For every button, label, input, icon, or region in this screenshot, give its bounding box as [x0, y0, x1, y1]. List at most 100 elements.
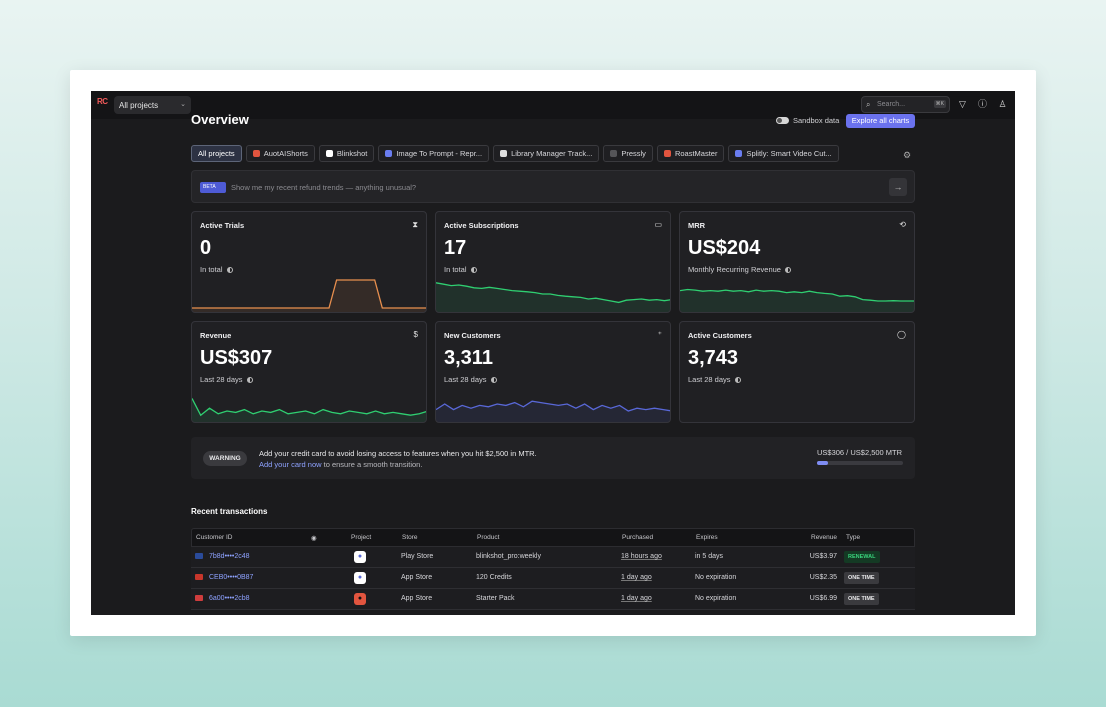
metric-subtitle: Last 28 days: [200, 375, 253, 384]
calendar-icon: ▭: [654, 220, 662, 229]
country-flag-icon: [195, 595, 203, 601]
sandbox-toggle[interactable]: Sandbox data: [776, 116, 839, 125]
country-flag-icon: [195, 553, 203, 559]
metric-title: Active Trials: [200, 221, 245, 230]
metric-card[interactable]: Revenue $ US$307 Last 28 days: [191, 321, 427, 423]
sandbox-label: Sandbox data: [793, 116, 840, 125]
account-icon[interactable]: ♙: [998, 99, 1007, 109]
col-revenue[interactable]: Revenue: [811, 534, 838, 541]
cat-icon[interactable]: ▽: [959, 99, 966, 109]
table-row[interactable]: CEB0••••0B87 ● App Store 120 Credits 1 day a…: [191, 568, 915, 589]
project-chip-label: Library Manager Track...: [511, 149, 593, 158]
explore-charts-button[interactable]: Explore all charts: [846, 114, 915, 128]
col-product[interactable]: Product: [477, 534, 500, 541]
search-shortcut: ⌘K: [933, 100, 946, 108]
table-body: 7b8d••••2c48 ● Play Store blinkshot_pro:wee…: [191, 547, 915, 610]
metric-subtitle-text: In total: [200, 265, 223, 274]
store-cell: App Store: [401, 574, 433, 581]
usage-progress-fill: [817, 461, 828, 465]
sparkline-line: [436, 400, 670, 412]
col-type[interactable]: Type: [846, 534, 861, 541]
project-chip[interactable]: Image To Prompt - Repr...: [378, 145, 490, 162]
ai-prompt-input[interactable]: Show me my recent refund trends — anythi…: [231, 183, 417, 192]
table-row[interactable]: 6a00••••2cb8 ● App Store Starter Pack 1 day …: [191, 589, 915, 610]
refresh-icon: ⟲: [899, 220, 906, 229]
project-chip[interactable]: Pressly: [603, 145, 653, 162]
info-icon[interactable]: [226, 266, 233, 273]
sparkline-line: [680, 288, 914, 302]
info-icon[interactable]: [784, 266, 791, 273]
expires-cell: No expiration: [695, 595, 737, 602]
metric-value: US$204: [688, 237, 761, 259]
project-filter-chips: All projects AuotAIShorts Blinkshot Image T…: [191, 145, 839, 162]
metric-card[interactable]: Active Subscriptions ▭ 17 In total: [435, 211, 671, 313]
col-customer-id[interactable]: Customer ID: [196, 534, 233, 541]
product-cell: blinkshot_pro:weekly: [476, 553, 541, 560]
metric-subtitle: Monthly Recurring Revenue: [688, 265, 791, 274]
project-icon: [735, 150, 743, 157]
ai-prompt-bar[interactable]: BETA Show me my recent refund trends — a…: [191, 170, 915, 203]
metric-title: New Customers: [444, 331, 501, 340]
help-icon[interactable]: ⓘ: [977, 99, 987, 109]
project-chip[interactable]: All projects: [191, 145, 242, 162]
usage-progress-bar: [817, 461, 903, 465]
metric-value: 3,311: [444, 347, 493, 369]
metric-subtitle: Last 28 days: [444, 375, 497, 384]
add-card-link[interactable]: Add your card now: [259, 460, 322, 469]
beta-badge: BETA: [200, 182, 226, 193]
arrow-right-icon[interactable]: →: [889, 178, 907, 196]
metric-subtitle-text: Monthly Recurring Revenue: [688, 265, 781, 274]
sparkline-area: [192, 280, 426, 312]
search-input[interactable]: ⌕ Search... ⌘K: [861, 96, 950, 113]
metric-card[interactable]: New Customers ⁺ 3,311 Last 28 days: [435, 321, 671, 423]
warning-submessage-rest: to ensure a smooth transition.: [321, 460, 423, 469]
info-icon[interactable]: [470, 266, 477, 273]
metric-title: MRR: [688, 221, 706, 230]
search-icon: ⌕: [866, 100, 871, 109]
metric-card[interactable]: Active Trials ⧗ 0 In total: [191, 211, 427, 313]
project-chip[interactable]: RoastMaster: [656, 145, 725, 162]
project-chip[interactable]: Blinkshot: [318, 145, 375, 162]
info-icon[interactable]: [734, 376, 741, 383]
project-chip[interactable]: Splitly: Smart Video Cut...: [728, 145, 839, 162]
product-cell: 120 Credits: [476, 574, 512, 581]
purchased-cell: 1 day ago: [621, 574, 652, 581]
settings-gear-icon[interactable]: ⚙: [903, 150, 912, 160]
metric-subtitle-text: Last 28 days: [200, 375, 243, 384]
customer-id-link[interactable]: 6a00••••2cb8: [209, 595, 250, 602]
col-project[interactable]: Project: [351, 534, 372, 541]
metric-value: 3,743: [688, 347, 739, 369]
user-icon: ◯: [897, 330, 906, 339]
project-chip[interactable]: AuotAIShorts: [245, 145, 315, 162]
project-icon: ●: [354, 551, 366, 563]
warning-badge: WARNING: [203, 451, 247, 466]
type-badge: ONE TIME: [844, 572, 879, 584]
metric-value: 17: [444, 237, 467, 259]
col-purchased[interactable]: Purchased: [622, 534, 654, 541]
country-flag-icon: [195, 574, 203, 580]
project-select[interactable]: All projects ⌄: [114, 96, 191, 114]
hourglass-icon: ⧗: [412, 220, 418, 229]
table-row[interactable]: 7b8d••••2c48 ● Play Store blinkshot_pro:wee…: [191, 547, 915, 568]
col-expires[interactable]: Expires: [696, 534, 718, 541]
project-chip[interactable]: Library Manager Track...: [493, 145, 600, 162]
col-store[interactable]: Store: [402, 534, 418, 541]
info-icon[interactable]: [490, 376, 497, 383]
revenue-cell: US$6.99: [809, 595, 837, 602]
metric-subtitle-text: In total: [444, 265, 467, 274]
revenue-cell: US$2.35: [809, 574, 837, 581]
sandbox-switch[interactable]: [776, 117, 789, 124]
customer-id-link[interactable]: 7b8d••••2c48: [209, 553, 250, 560]
metric-card[interactable]: Active Customers ◯ 3,743 Last 28 days: [679, 321, 915, 423]
sparkline-area: [680, 289, 914, 312]
info-icon[interactable]: [246, 376, 253, 383]
page-title: Overview: [191, 112, 249, 127]
eye-icon[interactable]: ◉: [311, 535, 317, 542]
dollar-icon: $: [413, 330, 418, 339]
app-logo[interactable]: RC: [97, 97, 108, 106]
store-cell: Play Store: [401, 553, 434, 560]
metric-card[interactable]: MRR ⟲ US$204 Monthly Recurring Revenue: [679, 211, 915, 313]
project-icon: ●: [354, 572, 366, 584]
customer-id-link[interactable]: CEB0••••0B87: [209, 574, 254, 581]
warning-banner: WARNING Add your credit card to avoid lo…: [191, 437, 915, 479]
